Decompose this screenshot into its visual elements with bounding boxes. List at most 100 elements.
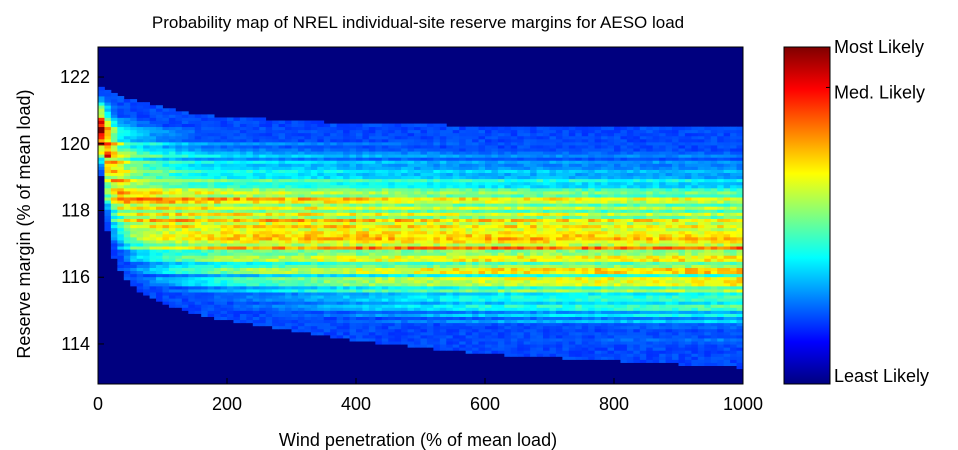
heatmap-cell (497, 289, 505, 293)
heatmap-cell (168, 169, 176, 174)
heatmap-cell (233, 194, 241, 198)
heatmap-cell (426, 264, 434, 268)
heatmap-cell (272, 145, 279, 149)
heatmap-cell (220, 154, 228, 158)
heatmap-cell (433, 249, 441, 253)
heatmap-cell (381, 200, 389, 204)
heatmap-cell (246, 187, 254, 192)
heatmap-cell (310, 255, 318, 259)
heatmap-cell (201, 190, 209, 195)
heatmap-cell (227, 292, 234, 296)
heatmap-cell (368, 212, 376, 216)
heatmap-cell (162, 276, 170, 281)
heatmap-cell (214, 172, 221, 177)
heatmap-cell (401, 221, 408, 226)
heatmap-cell (536, 163, 544, 167)
heatmap-cell (104, 132, 112, 137)
heatmap-cell (536, 328, 544, 333)
heatmap-cell (130, 273, 138, 278)
heatmap-cell (104, 154, 112, 158)
heatmap-cell (452, 316, 460, 321)
heatmap-cell (130, 157, 138, 161)
heatmap-cell (265, 224, 273, 229)
heatmap-cell (175, 236, 183, 241)
heatmap-cell (194, 117, 202, 121)
heatmap-cell (259, 261, 267, 265)
heatmap-cell (523, 190, 531, 195)
heatmap-cell (414, 289, 421, 293)
heatmap-cell (401, 175, 408, 180)
heatmap-cell (220, 181, 228, 186)
heatmap-cell (368, 194, 376, 198)
heatmap-cell (459, 145, 467, 149)
heatmap-cell (149, 206, 157, 210)
heatmap-cell (356, 200, 363, 204)
heatmap-cell (401, 132, 408, 137)
heatmap-cell (530, 178, 537, 183)
heatmap-cell (291, 145, 299, 149)
heatmap-cell (259, 163, 267, 167)
heatmap-cell (362, 154, 370, 158)
heatmap-cell (317, 273, 325, 278)
heatmap-cell (285, 246, 292, 250)
heatmap-cell (497, 338, 505, 342)
heatmap-cell (181, 114, 189, 118)
heatmap-cell (459, 304, 467, 308)
heatmap-cell (381, 316, 389, 321)
heatmap-cell (233, 163, 241, 167)
heatmap-cell (246, 289, 254, 293)
heatmap-cell (259, 184, 267, 189)
heatmap-cell (239, 252, 247, 256)
heatmap-cell (188, 178, 196, 183)
heatmap-cell (510, 181, 518, 186)
heatmap-cell (523, 298, 531, 302)
heatmap-cell (472, 267, 479, 272)
heatmap-cell (407, 252, 415, 256)
heatmap-cell (530, 157, 537, 161)
heatmap-cell (491, 273, 499, 278)
heatmap-cell (420, 141, 428, 146)
heatmap-cell (104, 166, 112, 170)
heatmap-cell (201, 212, 209, 216)
heatmap-cell (426, 154, 434, 158)
heatmap-cell (530, 295, 537, 299)
heatmap-cell (194, 194, 202, 198)
heatmap-cell (136, 102, 144, 106)
heatmap-cell (330, 172, 338, 177)
heatmap-cell (368, 285, 376, 290)
heatmap-cell (136, 123, 144, 128)
heatmap-cell (317, 267, 325, 272)
heatmap-cell (407, 197, 415, 201)
heatmap-cell (214, 224, 221, 229)
heatmap-cell (446, 181, 454, 186)
heatmap-cell (149, 267, 157, 272)
heatmap-cell (562, 267, 570, 272)
heatmap-cell (265, 148, 273, 152)
heatmap-cell (407, 200, 415, 204)
heatmap-cell (143, 203, 150, 207)
heatmap-cell (517, 282, 525, 287)
heatmap-cell (452, 132, 460, 137)
heatmap-cell (175, 117, 183, 121)
heatmap-cell (181, 203, 189, 207)
heatmap-cell (143, 279, 150, 284)
heatmap-cell (323, 249, 331, 253)
heatmap-cell (136, 120, 144, 124)
heatmap-cell (130, 151, 138, 155)
heatmap-cell (239, 203, 247, 207)
heatmap-cell (433, 313, 441, 317)
heatmap-cell (349, 175, 357, 180)
heatmap-cell (227, 279, 234, 284)
heatmap-cell (356, 331, 363, 336)
heatmap-cell (162, 203, 170, 207)
heatmap-cell (562, 344, 570, 348)
heatmap-cell (510, 316, 518, 321)
heatmap-cell (356, 169, 363, 174)
heatmap-cell (562, 181, 570, 186)
heatmap-cell (362, 218, 370, 223)
heatmap-cell (459, 233, 467, 238)
heatmap-cell (446, 258, 454, 262)
heatmap-cell (175, 267, 183, 272)
heatmap-cell (291, 301, 299, 305)
heatmap-cell (530, 132, 537, 137)
